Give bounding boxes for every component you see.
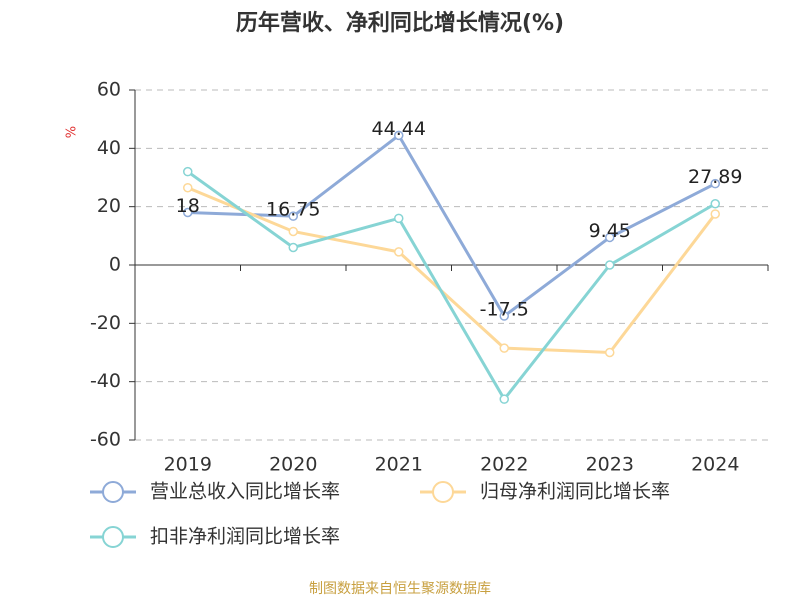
x-tick-label: 2021 bbox=[375, 454, 423, 476]
legend-marker bbox=[102, 526, 124, 548]
series-line bbox=[187, 186, 717, 355]
point bbox=[183, 207, 193, 218]
data-label: 27.89 bbox=[688, 166, 742, 188]
x-tick-label: 2019 bbox=[164, 454, 212, 476]
chart-title: 历年营收、净利同比增长情况(%) bbox=[236, 10, 564, 36]
source-note: 制图数据来自恒生聚源数据库 bbox=[309, 581, 491, 597]
legend-marker bbox=[102, 481, 124, 503]
point bbox=[288, 211, 298, 221]
y-tick-label: 0 bbox=[109, 254, 121, 276]
data-label: 44.44 bbox=[372, 118, 426, 140]
point bbox=[710, 209, 720, 219]
x-tick-label: 2022 bbox=[480, 454, 528, 476]
y-tick-label: -20 bbox=[90, 312, 121, 334]
point bbox=[288, 242, 298, 253]
point bbox=[499, 311, 509, 321]
y-axis-label: % bbox=[65, 126, 80, 138]
point bbox=[183, 182, 193, 193]
data-label: -17.5 bbox=[480, 299, 529, 321]
data-label: 18 bbox=[176, 195, 200, 217]
legend-marker bbox=[432, 481, 454, 503]
point bbox=[710, 199, 720, 209]
point bbox=[605, 347, 615, 358]
point bbox=[605, 260, 615, 270]
point bbox=[183, 166, 193, 177]
point bbox=[710, 178, 720, 189]
point bbox=[394, 247, 404, 257]
point bbox=[499, 343, 509, 353]
point bbox=[605, 232, 615, 243]
point bbox=[499, 394, 509, 404]
x-tick-label: 2020 bbox=[269, 454, 317, 476]
data-label: 9.45 bbox=[589, 220, 631, 242]
series-line bbox=[186, 170, 717, 402]
legend-label: 归母净利润同比增长率 bbox=[480, 481, 670, 503]
legend-label: 扣非净利润同比增长率 bbox=[150, 526, 340, 548]
y-tick-label: 20 bbox=[97, 195, 121, 217]
y-tick-label: -60 bbox=[90, 429, 121, 451]
y-tick-label: 60 bbox=[97, 79, 121, 101]
point bbox=[288, 226, 298, 237]
point bbox=[394, 130, 404, 141]
y-tick-label: -40 bbox=[90, 370, 121, 392]
x-tick-label: 2024 bbox=[691, 454, 739, 476]
y-tick-label: 40 bbox=[97, 137, 121, 159]
x-tick-label: 2023 bbox=[586, 454, 634, 476]
series-line bbox=[187, 133, 716, 319]
legend-label: 营业总收入同比增长率 bbox=[150, 481, 340, 503]
point bbox=[394, 213, 404, 224]
data-label: 16.75 bbox=[266, 199, 320, 221]
